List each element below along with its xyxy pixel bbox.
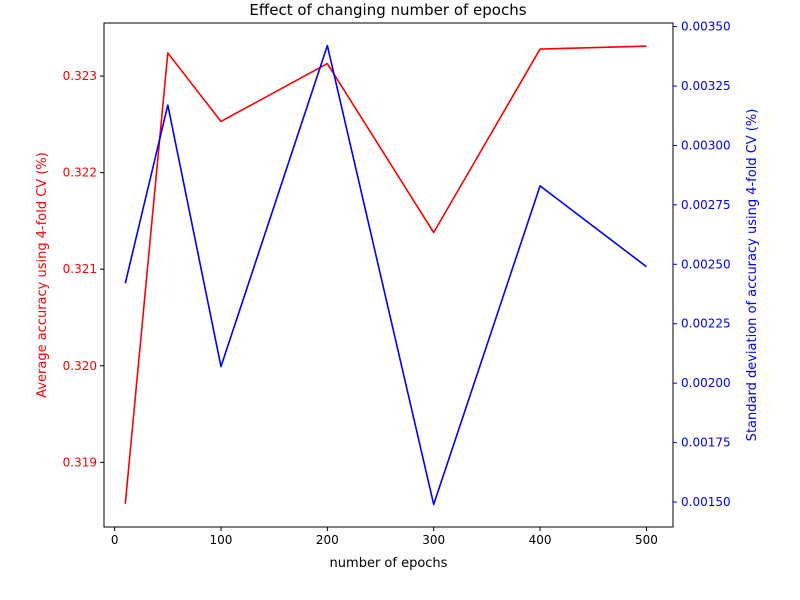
plot-frame <box>103 22 674 528</box>
series-line-std-dev <box>124 44 647 506</box>
y-right-tick-label: 0.00175 <box>681 436 731 450</box>
y-right-tick-label: 0.00325 <box>681 79 731 93</box>
y-left-tick-label: 0.321 <box>63 262 97 276</box>
chart-title: Effect of changing number of epochs <box>249 1 526 19</box>
x-tick-label: 100 <box>210 533 233 547</box>
y-right-tick-label: 0.00225 <box>681 317 731 331</box>
y-axis-right-label: Standard deviation of accuracy using 4-f… <box>745 109 760 442</box>
y-right-tick-label: 0.00150 <box>681 495 731 509</box>
y-right-tick-label: 0.00275 <box>681 198 731 212</box>
x-tick-label: 0 <box>111 533 119 547</box>
y-left-tick-label: 0.320 <box>63 359 97 373</box>
axes-group: 0 100 200 300 400 500 0.319 0.320 0.321 0.322 0.32… <box>63 20 731 547</box>
y-right-tick-label: 0.00300 <box>681 138 731 152</box>
y-left-tick-label: 0.319 <box>63 455 97 469</box>
series-line-accuracy <box>124 45 647 504</box>
x-tick-label: 300 <box>422 533 445 547</box>
y-right-tick-label: 0.00200 <box>681 376 731 390</box>
y-axis-left-label: Average accuracy using 4-fold CV (%) <box>35 152 50 398</box>
x-tick-label: 200 <box>316 533 339 547</box>
y-left-tick-label: 0.322 <box>63 166 97 180</box>
x-tick-label: 500 <box>635 533 658 547</box>
series-group <box>124 44 647 506</box>
x-axis-label: number of epochs <box>330 556 448 571</box>
y-right-tick-label: 0.00350 <box>681 20 731 34</box>
y-left-tick-label: 0.323 <box>63 69 97 83</box>
x-tick-label: 400 <box>529 533 552 547</box>
y-right-tick-label: 0.00250 <box>681 257 731 271</box>
